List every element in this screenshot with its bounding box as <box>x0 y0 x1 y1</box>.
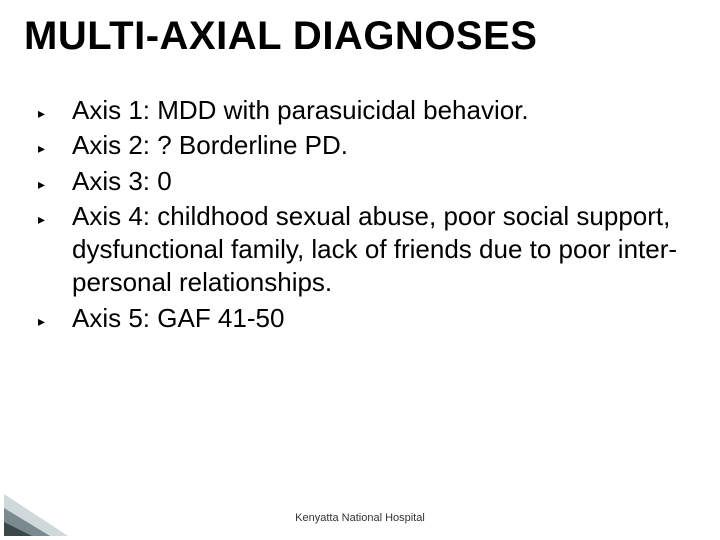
bullet-icon: ▸ <box>38 177 45 191</box>
corner-accent-icon <box>4 476 88 536</box>
list-item: ▸ Axis 5: GAF 41-50 <box>30 302 680 335</box>
slide: MULTI-AXIAL DIAGNOSES ▸ Axis 1: MDD with… <box>0 0 720 540</box>
list-item: ▸ Axis 3: 0 <box>30 165 680 198</box>
bullet-icon: ▸ <box>38 141 45 155</box>
footer-text: Kenyatta National Hospital <box>0 512 720 524</box>
bullet-icon: ▸ <box>38 212 45 226</box>
list-item-text: Axis 3: 0 <box>72 166 172 196</box>
bullet-list: ▸ Axis 1: MDD with parasuicidal behavior… <box>30 94 680 337</box>
list-item-text: Axis 2: ? Borderline PD. <box>72 130 348 160</box>
list-item: ▸ Axis 1: MDD with parasuicidal behavior… <box>30 94 680 127</box>
bullet-icon: ▸ <box>38 106 45 120</box>
list-item: ▸ Axis 4: childhood sexual abuse, poor s… <box>30 200 680 300</box>
list-item-text: Axis 5: GAF 41-50 <box>72 303 284 333</box>
slide-title: MULTI-AXIAL DIAGNOSES <box>24 14 537 59</box>
bullet-icon: ▸ <box>38 314 45 328</box>
list-item-text: Axis 4: childhood sexual abuse, poor soc… <box>72 201 677 298</box>
list-item-text: Axis 1: MDD with parasuicidal behavior. <box>72 95 529 125</box>
list-item: ▸ Axis 2: ? Borderline PD. <box>30 129 680 162</box>
